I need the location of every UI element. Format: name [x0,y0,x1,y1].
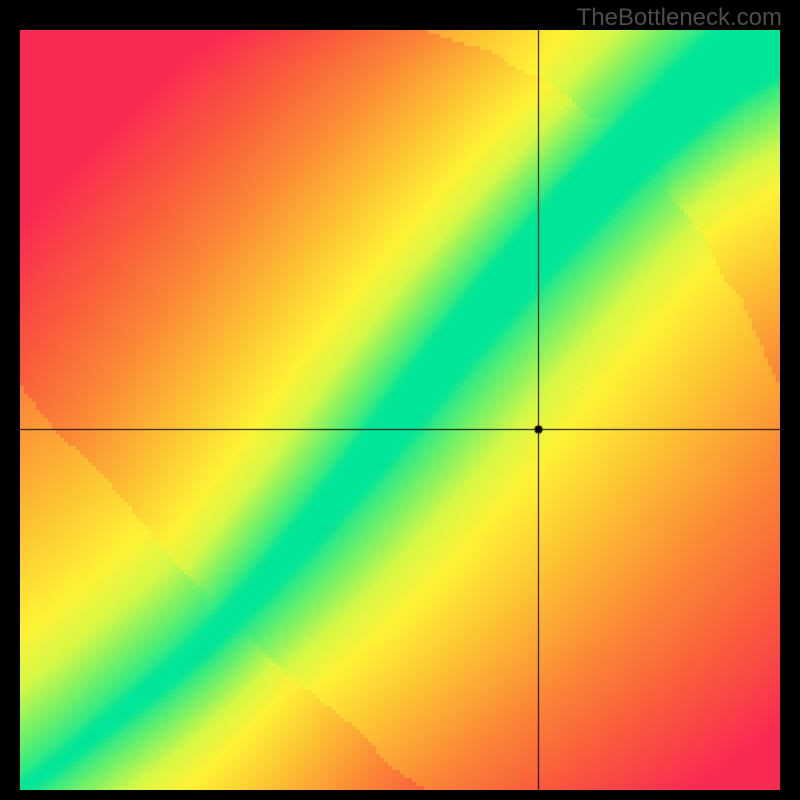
chart-container: TheBottleneck.com [0,0,800,800]
bottleneck-heatmap [20,30,780,790]
watermark-text: TheBottleneck.com [577,4,782,32]
